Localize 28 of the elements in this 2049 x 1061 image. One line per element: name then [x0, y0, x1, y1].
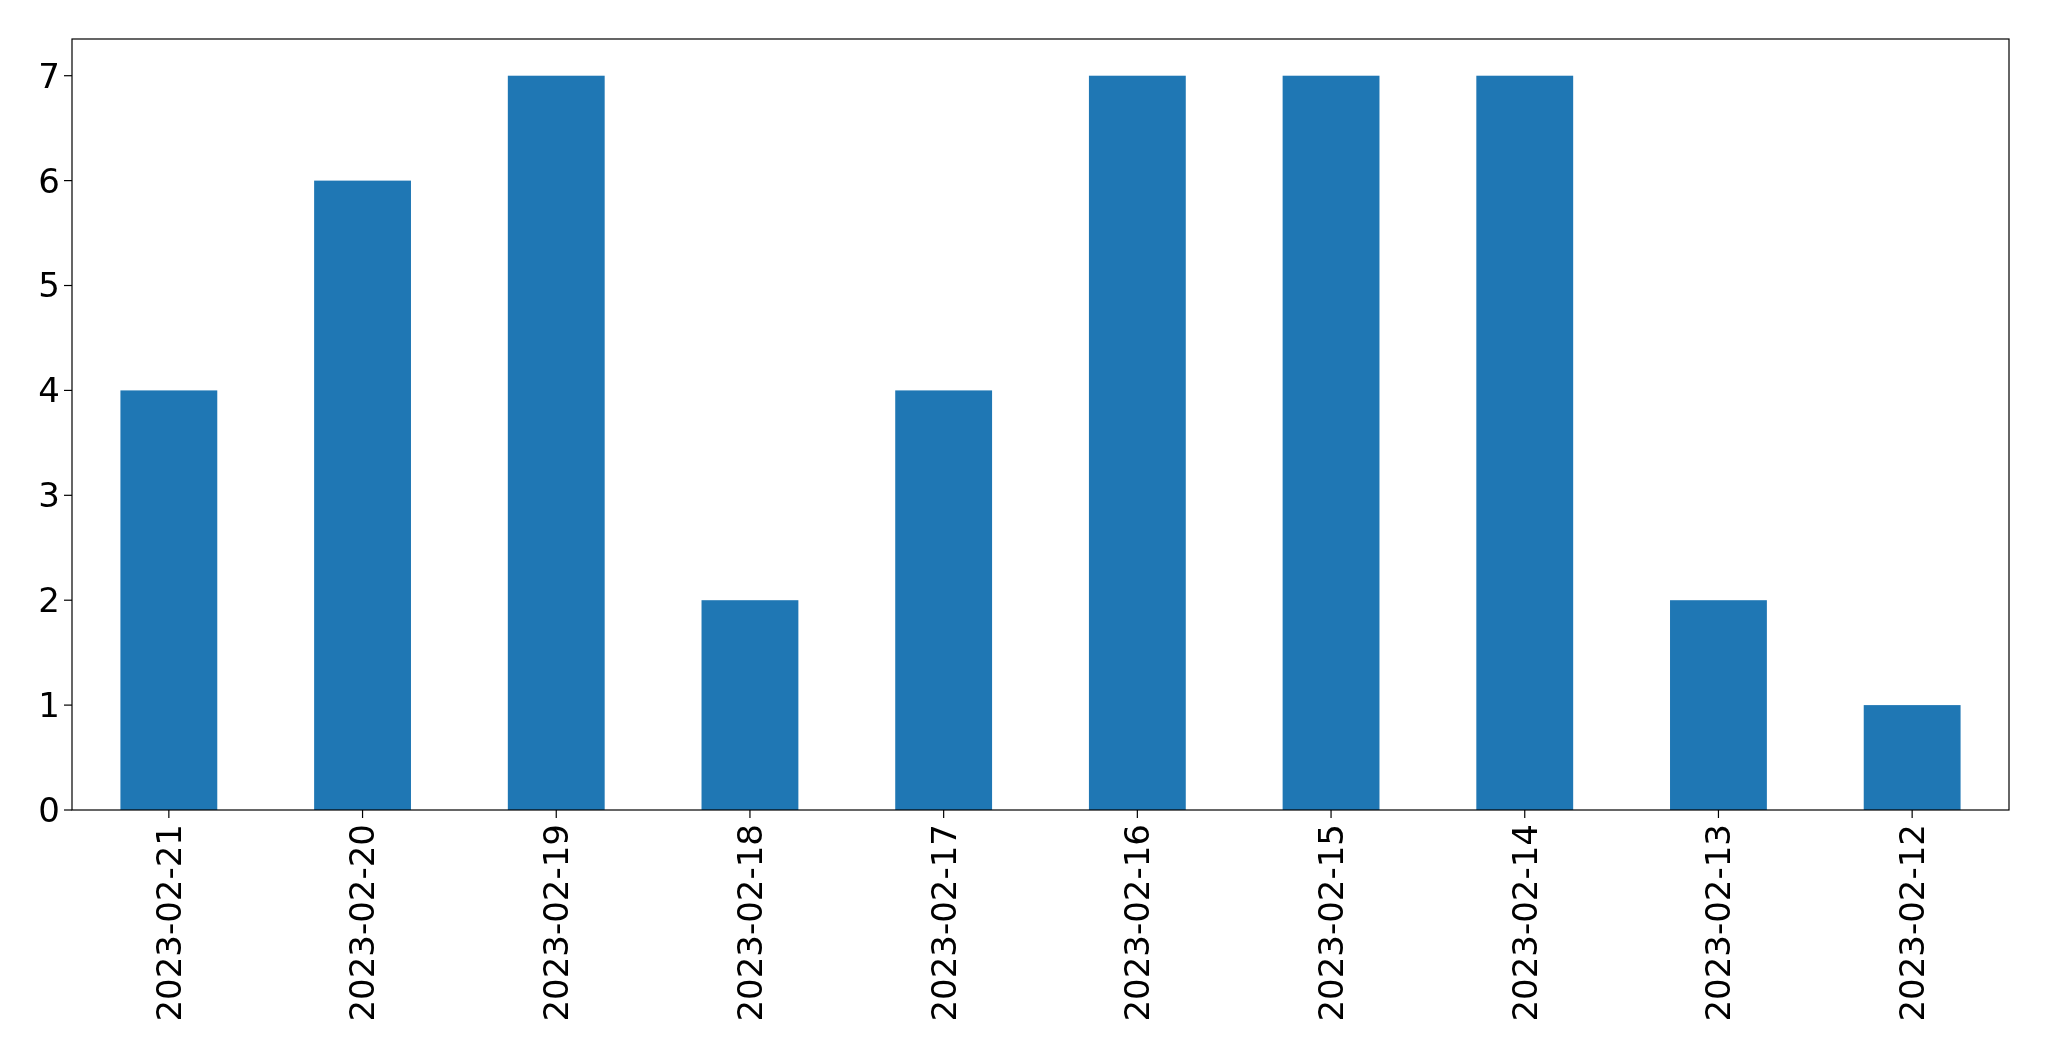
bar — [895, 390, 993, 810]
y-tick-label: 7 — [38, 55, 60, 96]
bar — [507, 75, 605, 810]
x-tick-label: 2023-02-19 — [536, 824, 577, 1022]
y-tick-label: 2 — [38, 580, 60, 621]
bar — [701, 600, 799, 810]
bar — [314, 180, 411, 810]
bar — [1088, 75, 1186, 810]
x-tick-label: 2023-02-16 — [1117, 824, 1158, 1022]
bar — [1476, 75, 1574, 810]
x-tick-label: 2023-02-12 — [1892, 824, 1933, 1022]
y-tick-label: 0 — [38, 789, 60, 830]
y-tick-label: 4 — [38, 370, 60, 411]
bar — [1863, 705, 1961, 810]
bar — [120, 390, 218, 810]
y-tick-label: 3 — [38, 475, 60, 516]
x-tick-label: 2023-02-13 — [1698, 824, 1739, 1022]
x-tick-label: 2023-02-21 — [148, 824, 189, 1022]
x-tick-label: 2023-02-15 — [1310, 824, 1351, 1022]
x-tick-label: 2023-02-14 — [1504, 824, 1545, 1022]
x-tick-label: 2023-02-17 — [923, 824, 964, 1022]
y-tick-label: 5 — [38, 265, 60, 306]
bar — [1670, 600, 1767, 810]
y-tick-label: 6 — [38, 160, 60, 201]
bar — [1282, 75, 1380, 810]
x-tick-label: 2023-02-20 — [342, 824, 383, 1022]
y-tick-label: 1 — [38, 685, 60, 725]
x-tick-label: 2023-02-18 — [729, 824, 770, 1022]
